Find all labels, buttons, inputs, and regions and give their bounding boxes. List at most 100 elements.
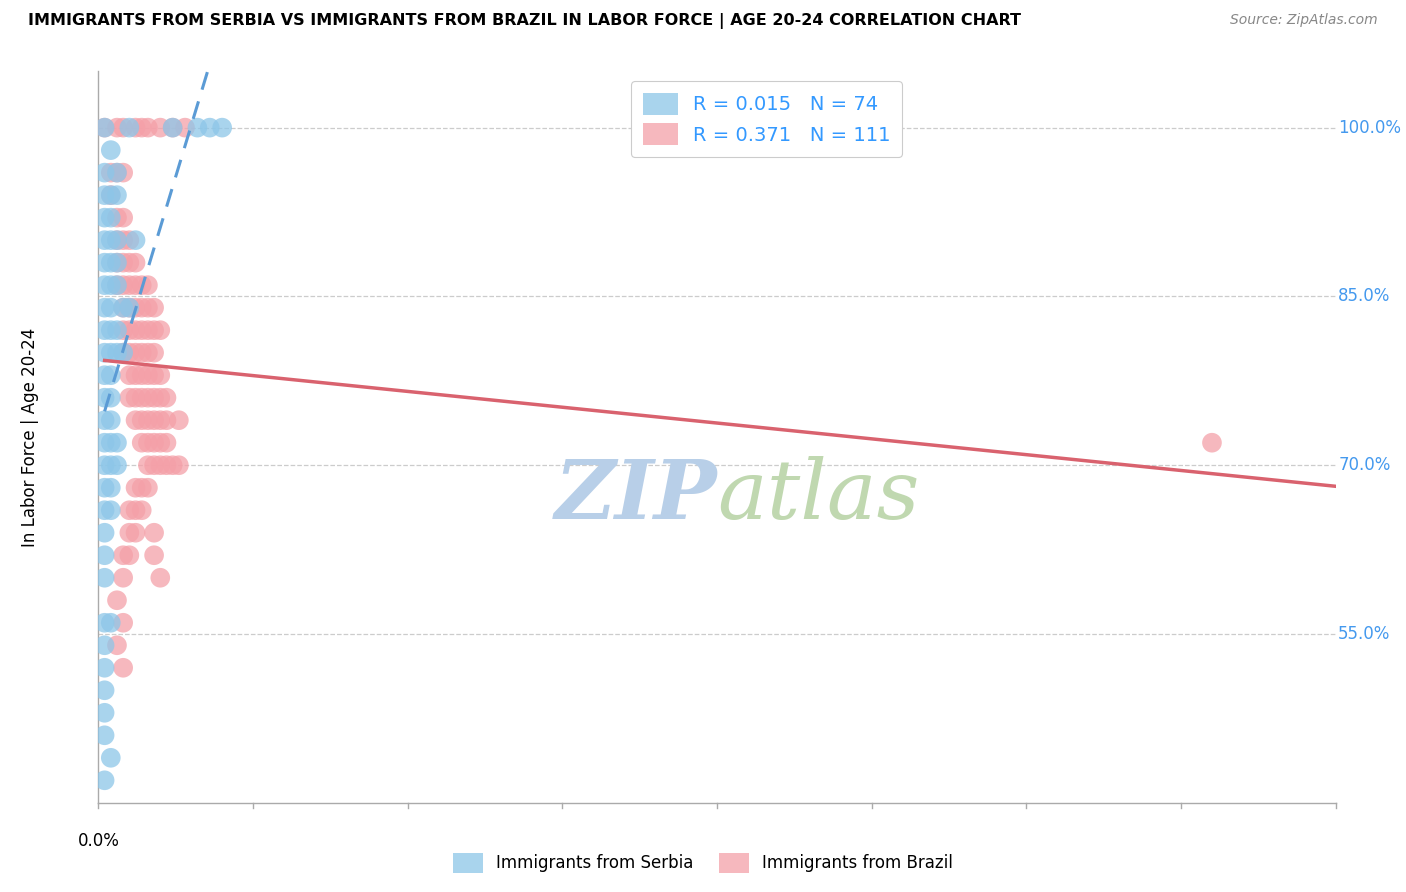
Point xyxy=(143,323,166,337)
Point xyxy=(1201,435,1223,450)
Point xyxy=(100,503,122,517)
Point xyxy=(149,391,172,405)
Point xyxy=(112,661,135,675)
Point xyxy=(100,391,122,405)
Point xyxy=(143,391,166,405)
Point xyxy=(100,278,122,293)
Point xyxy=(118,525,141,540)
Point xyxy=(105,255,128,269)
Point xyxy=(105,638,128,652)
Point xyxy=(118,120,141,135)
Point xyxy=(131,278,153,293)
Point xyxy=(143,525,166,540)
Point xyxy=(93,166,115,180)
Point xyxy=(118,391,141,405)
Point xyxy=(162,120,184,135)
Point xyxy=(136,368,159,383)
Point xyxy=(105,233,128,247)
Point xyxy=(112,345,135,359)
Point xyxy=(105,278,128,293)
Point xyxy=(131,503,153,517)
Point xyxy=(100,301,122,315)
Point xyxy=(124,323,146,337)
Point xyxy=(118,278,141,293)
Point xyxy=(100,615,122,630)
Point xyxy=(131,120,153,135)
Point xyxy=(105,211,128,225)
Point xyxy=(100,166,122,180)
Point xyxy=(93,683,115,698)
Point xyxy=(100,188,122,202)
Point xyxy=(93,413,115,427)
Point xyxy=(93,548,115,562)
Point xyxy=(211,120,233,135)
Point xyxy=(93,706,115,720)
Point xyxy=(93,188,115,202)
Point xyxy=(136,435,159,450)
Point xyxy=(105,345,128,359)
Point xyxy=(112,301,135,315)
Point xyxy=(93,615,115,630)
Point xyxy=(118,301,141,315)
Point xyxy=(100,413,122,427)
Point xyxy=(100,255,122,269)
Point xyxy=(112,255,135,269)
Point xyxy=(112,345,135,359)
Point xyxy=(149,120,172,135)
Point xyxy=(93,481,115,495)
Point xyxy=(118,301,141,315)
Point xyxy=(124,345,146,359)
Text: 0.0%: 0.0% xyxy=(77,832,120,850)
Point xyxy=(131,481,153,495)
Text: IMMIGRANTS FROM SERBIA VS IMMIGRANTS FROM BRAZIL IN LABOR FORCE | AGE 20-24 CORR: IMMIGRANTS FROM SERBIA VS IMMIGRANTS FRO… xyxy=(28,13,1021,29)
Point xyxy=(124,120,146,135)
Legend: Immigrants from Serbia, Immigrants from Brazil: Immigrants from Serbia, Immigrants from … xyxy=(446,847,960,880)
Point xyxy=(136,278,159,293)
Point xyxy=(100,143,122,157)
Point xyxy=(162,458,184,473)
Point xyxy=(198,120,221,135)
Point xyxy=(136,120,159,135)
Point xyxy=(174,120,197,135)
Point xyxy=(93,255,115,269)
Point xyxy=(112,211,135,225)
Point xyxy=(124,525,146,540)
Point xyxy=(131,345,153,359)
Point xyxy=(112,278,135,293)
Point xyxy=(136,345,159,359)
Point xyxy=(105,435,128,450)
Point xyxy=(100,233,122,247)
Point xyxy=(124,503,146,517)
Point xyxy=(100,323,122,337)
Point xyxy=(124,233,146,247)
Point xyxy=(100,211,122,225)
Point xyxy=(162,120,184,135)
Point xyxy=(93,503,115,517)
Point xyxy=(93,368,115,383)
Point xyxy=(118,503,141,517)
Point xyxy=(112,301,135,315)
Point xyxy=(149,458,172,473)
Point xyxy=(143,435,166,450)
Point xyxy=(93,278,115,293)
Point xyxy=(93,211,115,225)
Point xyxy=(131,435,153,450)
Point xyxy=(155,391,177,405)
Point xyxy=(136,301,159,315)
Point xyxy=(112,571,135,585)
Point xyxy=(124,301,146,315)
Point xyxy=(186,120,208,135)
Point xyxy=(143,413,166,427)
Point xyxy=(131,413,153,427)
Point xyxy=(118,548,141,562)
Point xyxy=(136,391,159,405)
Point xyxy=(118,368,141,383)
Point xyxy=(131,323,153,337)
Point xyxy=(112,615,135,630)
Point xyxy=(149,435,172,450)
Point xyxy=(149,368,172,383)
Point xyxy=(131,368,153,383)
Point xyxy=(100,368,122,383)
Point xyxy=(131,301,153,315)
Point xyxy=(105,233,128,247)
